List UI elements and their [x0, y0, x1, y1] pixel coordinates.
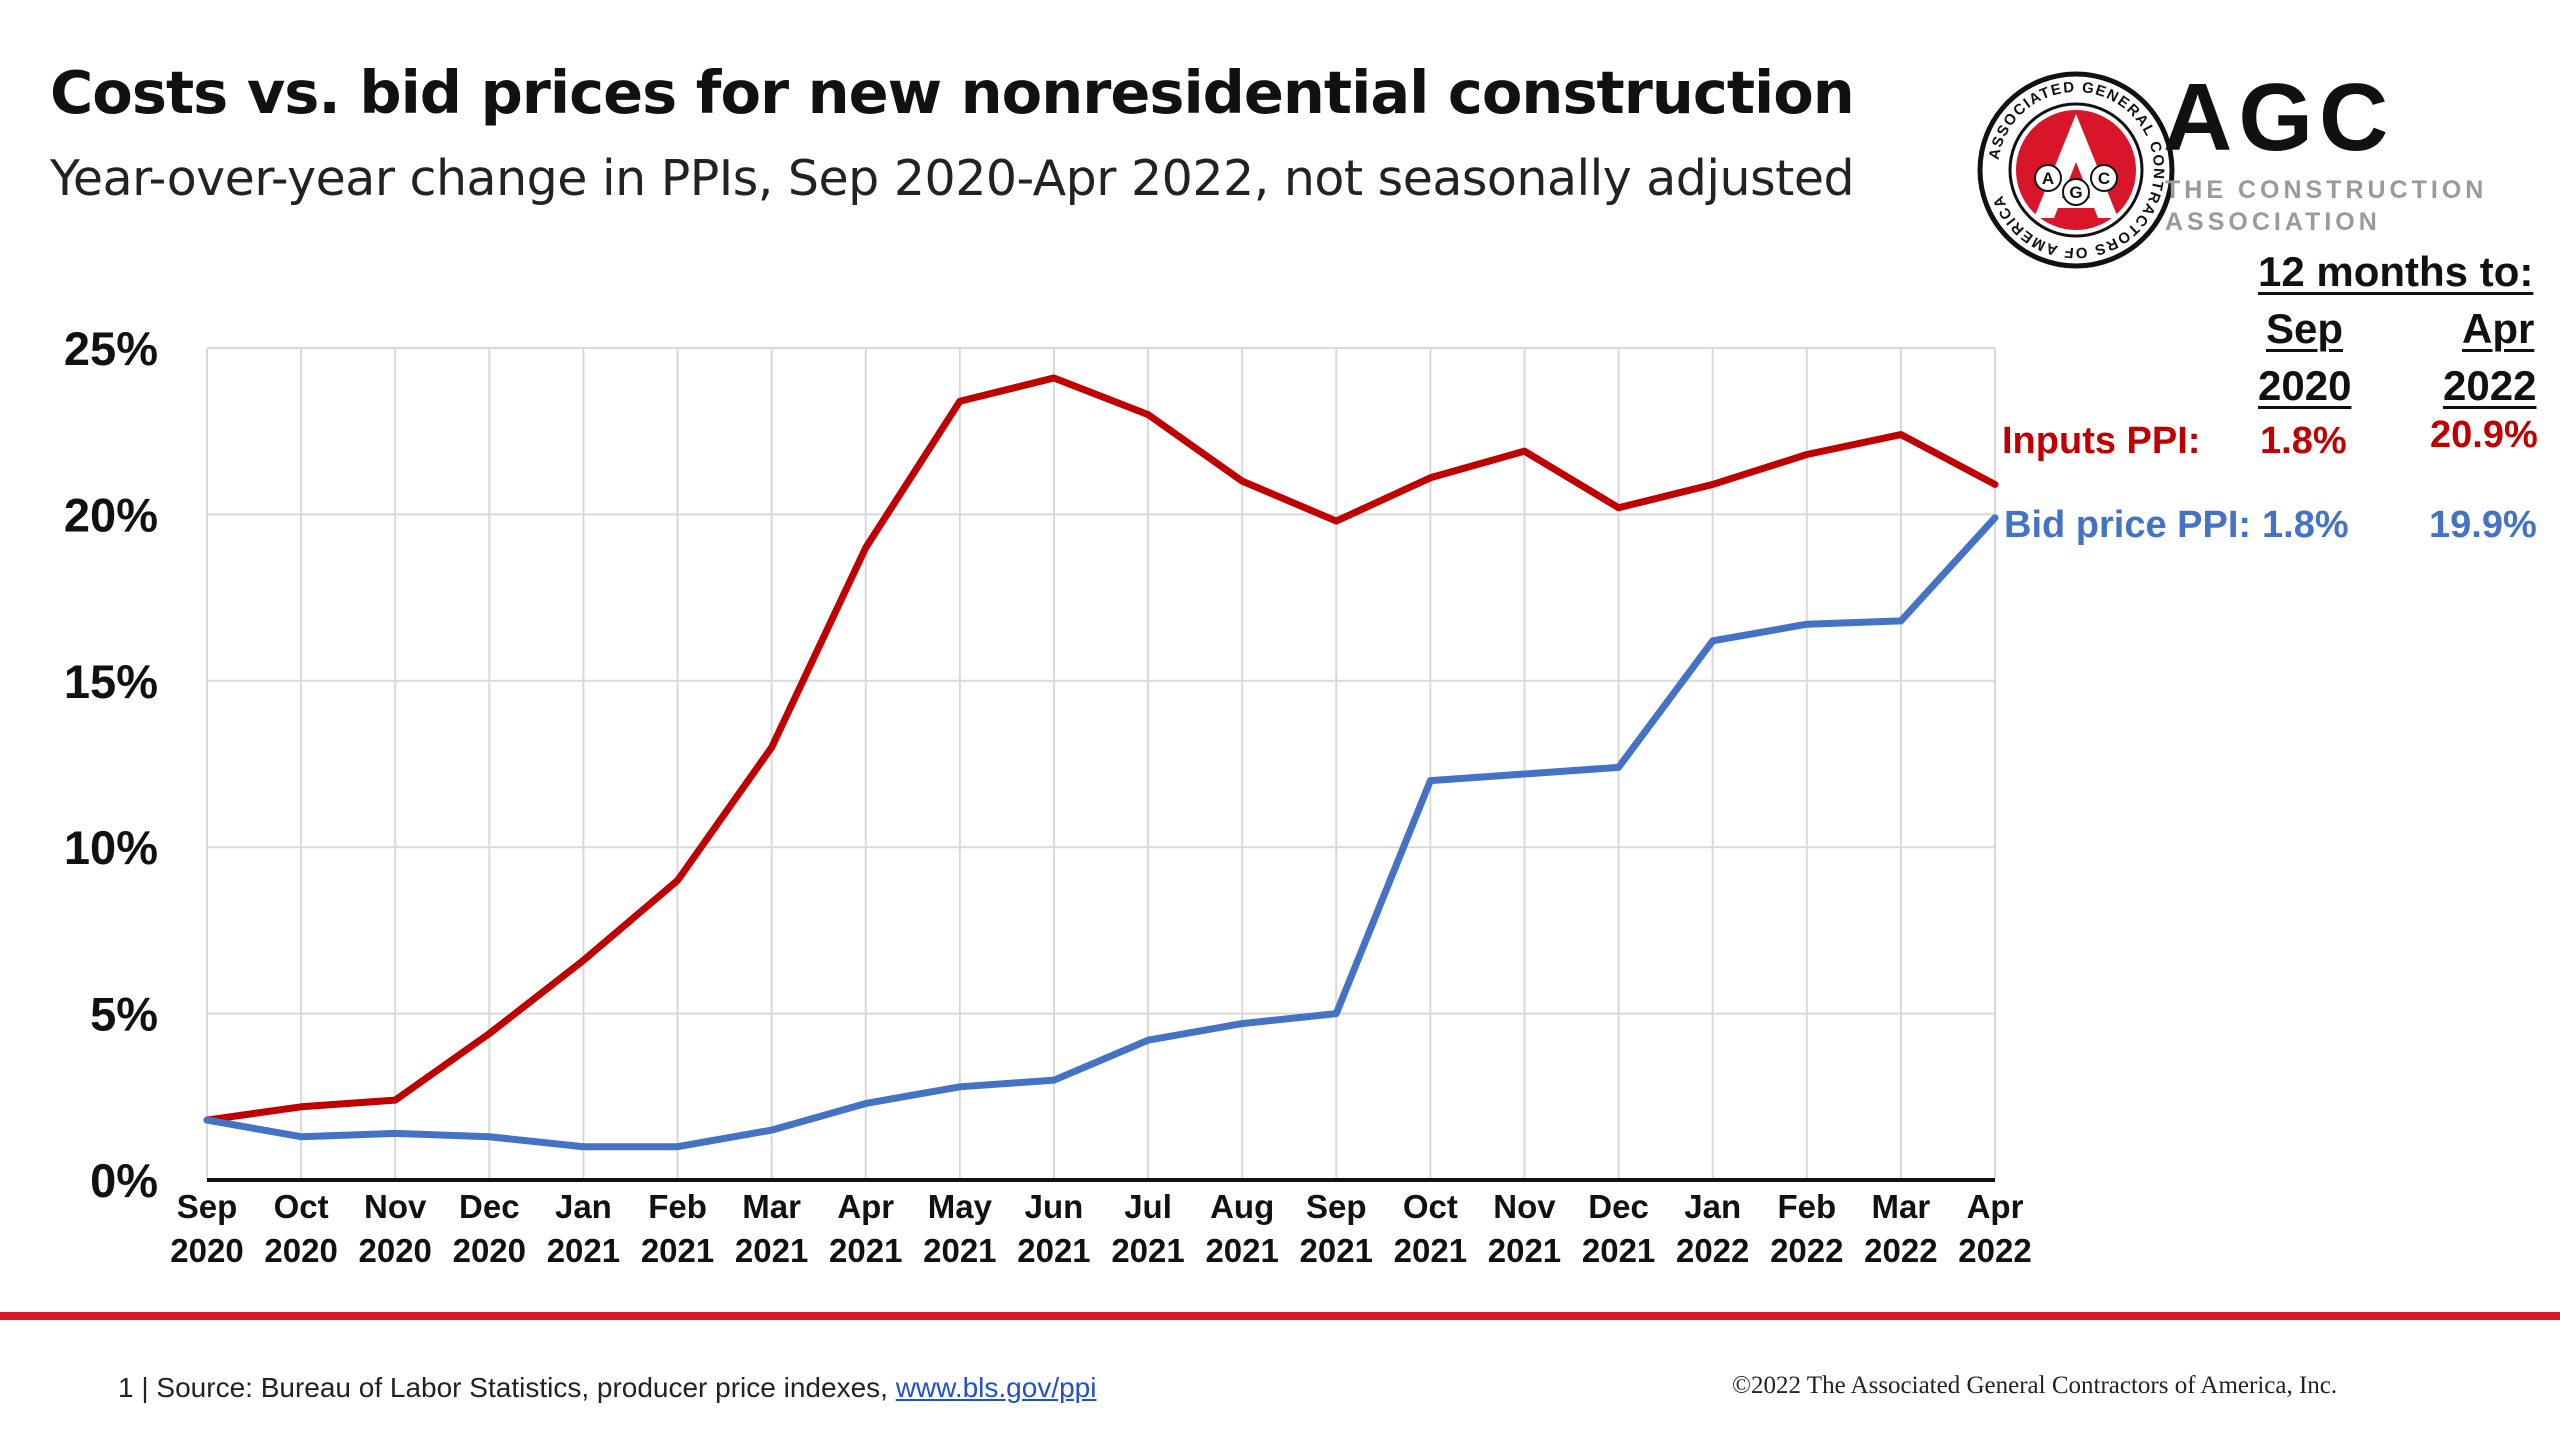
side-col1-month: Sep: [2266, 305, 2344, 352]
x-tick-label-month: Feb: [1777, 1188, 1836, 1225]
chart-gridlines: [206, 347, 1996, 1181]
y-tick-label: 20%: [64, 488, 158, 541]
agc-tagline-line2: ASSOCIATION: [2165, 208, 2381, 236]
side-col1-year: 2020: [2258, 362, 2352, 409]
agc-seal-logo: ASSOCIATED GENERAL CONTRACTORS OF AMERIC…: [1977, 71, 2175, 269]
y-tick-label: 10%: [64, 821, 158, 874]
inputs-ppi-label: Inputs PPI:: [2002, 420, 2201, 462]
source-text: Source: Bureau of Labor Statistics, prod…: [156, 1372, 888, 1403]
x-tick-label-year: 2021: [1394, 1232, 1467, 1269]
x-tick-label-month: Nov: [364, 1188, 427, 1225]
x-tick-label-year: 2020: [453, 1232, 526, 1269]
x-tick-label-month: Sep: [177, 1188, 238, 1225]
x-tick-label-year: 2021: [1488, 1232, 1561, 1269]
page-number: 1: [118, 1372, 134, 1403]
y-tick-label: 0%: [90, 1154, 158, 1207]
y-tick-label: 25%: [64, 322, 158, 375]
inputs-ppi-sep2020-value: 1.8%: [2260, 420, 2347, 462]
x-tick-label-year: 2021: [547, 1232, 620, 1269]
x-tick-label-year: 2021: [1300, 1232, 1373, 1269]
x-tick-label-month: Apr: [1967, 1188, 2024, 1225]
x-tick-label-month: Dec: [1588, 1188, 1649, 1225]
agc-wordmark: AGC: [2163, 64, 2395, 171]
x-tick-label-month: May: [928, 1188, 993, 1225]
x-tick-label-year: 2022: [1958, 1232, 2031, 1269]
x-tick-label-month: Aug: [1210, 1188, 1274, 1225]
x-tick-label-year: 2021: [1111, 1232, 1184, 1269]
x-tick-label-year: 2020: [358, 1232, 431, 1269]
x-tick-label-month: Jan: [555, 1188, 612, 1225]
x-tick-label-month: Mar: [742, 1188, 801, 1225]
bid-price-ppi-label: Bid price PPI:: [2004, 504, 2252, 546]
page-title: Costs vs. bid prices for new nonresident…: [50, 58, 1855, 127]
source-link[interactable]: www.bls.gov/ppi: [895, 1372, 1097, 1403]
x-tick-label-year: 2021: [1017, 1232, 1090, 1269]
chart-tick-labels: 0% 5% 10% 15% 20% 25% Sep 2020 Oct 2020 Nov 2020 Dec…: [64, 322, 2032, 1269]
x-tick-label-year: 2021: [923, 1232, 996, 1269]
x-tick-label-month: Nov: [1493, 1188, 1556, 1225]
bid-price-ppi-sep2020-value: 1.8%: [2262, 504, 2349, 546]
line-chart: 0% 5% 10% 15% 20% 25% Sep 2020 Oct 2020 Nov 2020 Dec…: [64, 322, 2032, 1269]
seal-letter-g: G: [2069, 183, 2082, 202]
chart-series: [203, 374, 1999, 1151]
side-col2-month: Apr: [2462, 305, 2535, 352]
inputs-ppi-apr2022-value: 20.9%: [2430, 414, 2538, 456]
seal-letter-a: A: [2042, 169, 2054, 188]
side-col2-year: 2022: [2443, 362, 2537, 409]
x-tick-label-month: Apr: [837, 1188, 894, 1225]
x-tick-label-month: Dec: [459, 1188, 520, 1225]
x-tick-label-month: Sep: [1306, 1188, 1367, 1225]
x-tick-label-year: 2022: [1770, 1232, 1843, 1269]
x-tick-label-year: 2022: [1676, 1232, 1749, 1269]
agc-tagline: THE CONSTRUCTION ASSOCIATION: [2165, 174, 2487, 238]
series-line-bid-price-ppi: [203, 514, 1999, 1151]
agc-tagline-line1: THE CONSTRUCTION: [2165, 176, 2488, 204]
footer-source: 1 | Source: Bureau of Labor Statistics, …: [118, 1372, 1096, 1404]
x-tick-label-month: Jul: [1124, 1188, 1172, 1225]
x-tick-label-month: Feb: [648, 1188, 707, 1225]
x-tick-label-year: 2021: [735, 1232, 808, 1269]
x-tick-label-year: 2021: [1205, 1232, 1278, 1269]
x-tick-label-year: 2020: [264, 1232, 337, 1269]
series-line-inputs-ppi: [203, 374, 1999, 1124]
x-tick-label-year: 2021: [829, 1232, 902, 1269]
seal-letter-c: C: [2098, 169, 2110, 188]
x-tick-label-month: Jan: [1684, 1188, 1741, 1225]
x-tick-label-year: 2021: [1582, 1232, 1655, 1269]
x-tick-label-year: 2020: [170, 1232, 243, 1269]
x-tick-label-month: Mar: [1872, 1188, 1931, 1225]
y-tick-label: 15%: [64, 655, 158, 708]
x-tick-label-month: Oct: [274, 1188, 329, 1225]
footer-separator: |: [141, 1372, 149, 1403]
page-subtitle: Year-over-year change in PPIs, Sep 2020-…: [50, 150, 1855, 207]
y-tick-label: 5%: [90, 988, 158, 1041]
x-tick-label-month: Oct: [1403, 1188, 1458, 1225]
bid-price-ppi-apr2022-value: 19.9%: [2429, 504, 2537, 546]
footer-divider: [0, 1312, 2560, 1320]
copyright-text: ©2022 The Associated General Contractors…: [1732, 1372, 2338, 1399]
x-tick-label-year: 2021: [641, 1232, 714, 1269]
x-tick-label-year: 2022: [1864, 1232, 1937, 1269]
side-table-header: 12 months to:: [2258, 248, 2534, 295]
x-tick-label-month: Jun: [1025, 1188, 1084, 1225]
